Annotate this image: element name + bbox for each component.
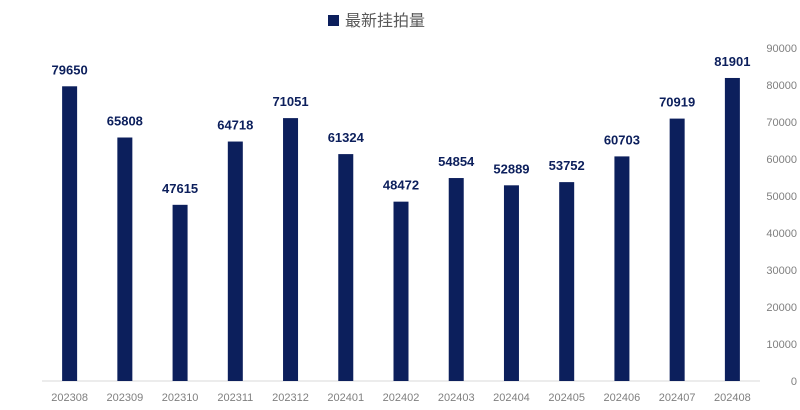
data-label-202309: 65808 (107, 114, 143, 129)
legend-swatch (328, 15, 339, 26)
data-label-202408: 81901 (714, 54, 750, 69)
bar-202404 (503, 185, 519, 381)
bar-202406 (614, 156, 630, 381)
y-tick-label-20000: 20000 (766, 302, 797, 314)
legend: 最新挂拍量 (328, 11, 425, 30)
legend-label: 最新挂拍量 (345, 11, 425, 30)
x-tick-label-202311: 202311 (217, 392, 253, 404)
y-tick-label-10000: 10000 (766, 339, 797, 351)
bar-202309 (117, 137, 133, 381)
y-tick-labels: 0 10000 20000 30000 40000 50000 60000 70000 8000… (766, 43, 797, 388)
x-tick-label-202401: 202401 (327, 392, 364, 404)
bar-202405 (559, 182, 575, 381)
y-tick-label-50000: 50000 (766, 191, 797, 203)
bar-202312 (283, 118, 299, 382)
y-tick-label-70000: 70000 (766, 117, 797, 129)
bar-202403 (448, 178, 464, 381)
y-tick-label-0: 0 (791, 376, 797, 388)
data-label-202407: 70919 (659, 95, 695, 110)
x-tick-label-202404: 202404 (493, 392, 530, 404)
data-label-202403: 54854 (438, 154, 475, 169)
y-tick-label-30000: 30000 (766, 265, 797, 277)
data-label-202311: 64718 (217, 118, 253, 133)
bar-202401 (338, 154, 354, 381)
y-tick-label-40000: 40000 (766, 228, 797, 240)
y-tick-label-60000: 60000 (766, 154, 797, 166)
x-tick-label-202312: 202312 (272, 392, 309, 404)
x-tick-label-202405: 202405 (548, 392, 585, 404)
data-labels-group: 79650 65808 47615 64718 71051 61324 48472 54854… (52, 54, 751, 196)
x-tick-labels: 202308 202309 202310 202311 202312 202401 2024… (51, 392, 750, 404)
data-label-202405: 53752 (549, 158, 585, 173)
data-label-202308: 79650 (52, 62, 88, 77)
data-label-202401: 61324 (328, 130, 365, 145)
bar-202407 (669, 118, 685, 381)
bar-202311 (227, 141, 243, 381)
x-tick-label-202309: 202309 (106, 392, 143, 404)
bar-202308 (62, 86, 78, 382)
x-tick-label-202408: 202408 (714, 392, 751, 404)
x-tick-label-202402: 202402 (383, 392, 420, 404)
data-label-202404: 52889 (493, 161, 529, 176)
y-tick-label-90000: 90000 (766, 43, 797, 55)
y-tick-label-80000: 80000 (766, 80, 797, 92)
bar-202402 (393, 201, 409, 381)
data-label-202312: 71051 (272, 94, 308, 109)
x-tick-label-202406: 202406 (604, 392, 641, 404)
bar-202310 (172, 204, 188, 381)
bars-group (62, 77, 740, 382)
x-tick-label-202308: 202308 (51, 392, 88, 404)
data-label-202310: 47615 (162, 181, 198, 196)
data-label-202406: 60703 (604, 132, 640, 147)
x-tick-label-202407: 202407 (659, 392, 696, 404)
x-tick-label-202403: 202403 (438, 392, 475, 404)
x-tick-label-202310: 202310 (162, 392, 199, 404)
bar-202408 (724, 77, 740, 381)
data-label-202402: 48472 (383, 178, 419, 193)
